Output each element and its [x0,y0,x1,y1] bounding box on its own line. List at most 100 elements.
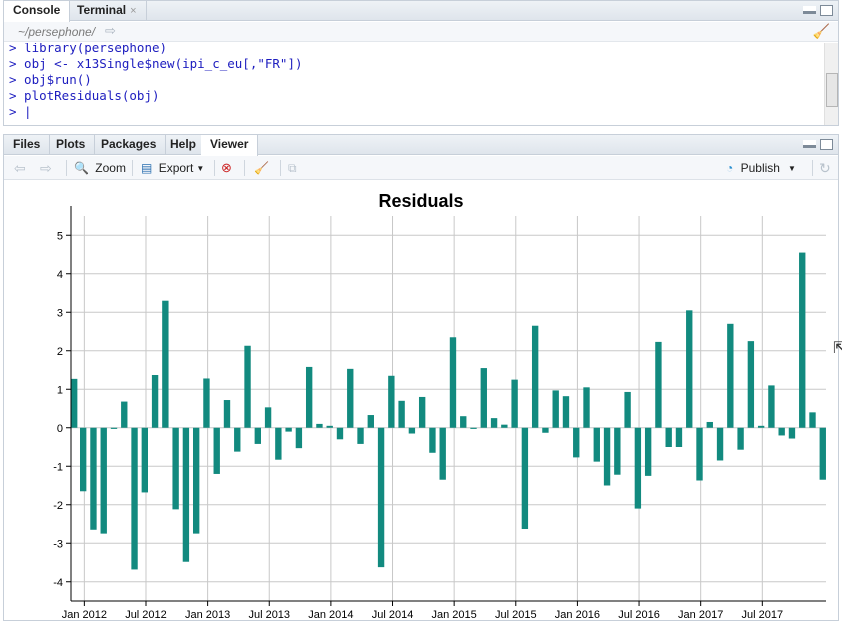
chevron-down-icon: ▼ [787,163,796,173]
forward-arrow-icon[interactable]: ⇨ [40,160,52,176]
residual-bar [757,425,765,428]
residual-bar [603,427,611,486]
tab-help[interactable]: Help [161,135,207,155]
residual-bar [316,423,323,428]
working-directory: ~/persephone/ [18,25,96,39]
x-tick-label: Jan 2014 [308,609,353,620]
tab-help-label: Help [170,137,197,151]
toolbar-divider [812,160,813,176]
publish-button[interactable]: ◔ Publish ▼ [726,159,796,177]
back-arrow-icon[interactable]: ⇦ [14,160,26,176]
residual-bar [367,415,374,428]
residual-bar [573,427,580,458]
zoom-button[interactable]: 🔍 Zoom [74,159,126,177]
residual-bar [326,425,333,428]
toolbar-divider [280,160,281,176]
residual-bar [264,407,272,428]
tab-packages[interactable]: Packages [92,135,167,155]
residual-bar [531,325,539,428]
tab-viewer-label: Viewer [210,137,249,151]
residual-bar [131,427,138,570]
x-tick-label: Jul 2016 [618,609,660,620]
residual-bar [357,427,364,444]
tab-console[interactable]: Console [4,1,71,22]
x-tick-label: Jul 2012 [125,609,167,620]
console-line: > obj$run() [9,72,92,87]
go-to-directory-icon[interactable]: ⇨ [105,23,116,38]
residual-bar [675,427,683,447]
maximize-icon[interactable] [820,5,833,16]
x-tick-label: Jan 2012 [62,609,107,620]
clear-console-icon[interactable]: 🧹 [812,23,830,39]
x-tick-label: Jan 2015 [432,609,477,620]
close-icon[interactable]: × [130,5,137,17]
residual-bar [511,379,518,428]
magnifier-icon: 🔍 [74,161,89,175]
residual-bar [71,378,78,428]
toolbar-divider [244,160,245,176]
residual-bar [696,427,703,481]
residual-bar [778,427,785,436]
residual-bar [655,341,662,428]
toolbar-divider [132,160,133,176]
residual-bar [429,427,436,453]
popout-window-icon[interactable]: ⧉ [288,161,297,175]
residual-bar [501,424,508,428]
scroll-thumb[interactable] [826,73,838,107]
export-icon: ▤ [141,161,153,175]
minimize-icon[interactable] [803,140,816,148]
residual-bar [254,427,261,444]
tab-viewer[interactable]: Viewer [201,135,259,156]
residual-bar [521,427,529,530]
residual-bar [819,427,826,480]
residual-bar [244,345,251,428]
zoom-label: Zoom [95,161,126,175]
residual-bar [172,427,179,510]
working-directory-bar: ~/persephone/ ⇨ 🧹 [4,22,838,42]
export-button[interactable]: ▤ Export ▼ [141,159,204,177]
x-tick-label: Jan 2017 [678,609,723,620]
console-pane: Console Terminal × ~/persephone/ ⇨ 🧹 > li… [3,0,839,126]
viewer-pane: Files Plots Packages Help Viewer ⇦ ⇨ 🔍 Z… [3,134,839,621]
y-tick-label: -2 [53,500,63,512]
residual-bar [686,310,693,428]
tab-terminal-label: Terminal [77,3,127,17]
toolbar-divider [214,160,215,176]
residual-bar [542,427,549,433]
console-output[interactable]: > library(persephone) > obj <- x13Single… [4,43,824,125]
tab-plots[interactable]: Plots [47,135,96,155]
tab-console-label: Console [13,3,61,17]
maximize-icon[interactable] [820,139,833,150]
x-tick-label: Jul 2014 [372,609,414,620]
residual-bar [439,427,446,480]
mouse-cursor-icon: ⇱ [833,340,842,357]
remove-viewer-icon[interactable]: ⊗ [221,160,232,175]
chart-title: Residuals [378,191,464,211]
minimize-icon[interactable] [803,6,816,14]
residual-bar [490,418,498,428]
x-tick-label: Jan 2016 [555,609,600,620]
console-prompt[interactable]: > | [9,104,32,119]
residual-bar [141,427,148,493]
residual-bar [377,427,385,568]
viewer-content: Residuals -4 -3 -2 -1 0 1 2 3 4 5 Jan 2012 Jul 2012… [4,181,838,620]
residual-bar [121,401,128,428]
console-line: > library(persephone) [9,43,168,55]
toolbar-divider [66,160,67,176]
tab-terminal[interactable]: Terminal × [68,1,147,21]
residual-bar [213,427,220,474]
console-scrollbar[interactable] [824,43,838,125]
refresh-icon[interactable]: ↻ [819,160,831,176]
residual-bar [79,427,87,492]
clear-all-broom-icon[interactable]: 🧹 [254,161,269,175]
x-tick-label: Jul 2015 [495,609,537,620]
residual-bar [192,427,200,534]
tab-files[interactable]: Files [4,135,51,155]
residual-bar [418,396,426,428]
residual-bar [388,375,395,428]
y-tick-label: 4 [57,269,63,281]
residual-bar [737,427,744,450]
residual-bar [398,400,405,428]
residual-bar [634,427,642,509]
residual-bar [614,427,621,475]
